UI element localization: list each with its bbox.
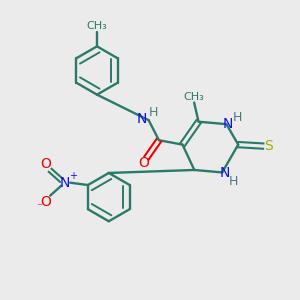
Text: S: S (264, 139, 273, 153)
Text: ⁻: ⁻ (36, 202, 42, 212)
Text: N: N (219, 166, 230, 180)
Text: H: H (149, 106, 159, 119)
Text: H: H (233, 111, 242, 124)
Text: O: O (40, 158, 51, 171)
Text: CH₃: CH₃ (184, 92, 205, 102)
Text: N: N (137, 112, 147, 126)
Text: N: N (60, 176, 70, 190)
Text: O: O (40, 194, 51, 208)
Text: +: + (69, 171, 77, 181)
Text: O: O (138, 156, 149, 170)
Text: N: N (223, 117, 233, 130)
Text: CH₃: CH₃ (87, 21, 107, 31)
Text: H: H (229, 175, 238, 188)
